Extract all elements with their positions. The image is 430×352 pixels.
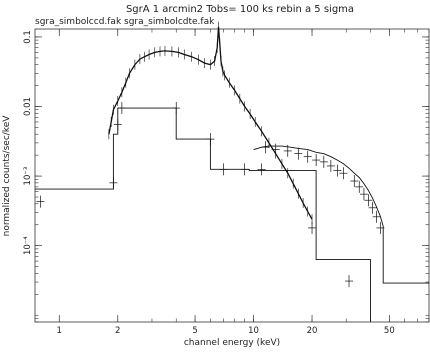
data-point — [339, 167, 348, 180]
plot-frame — [34, 28, 430, 323]
model-step-line-2 — [253, 145, 429, 284]
data-point — [172, 102, 181, 115]
x-tick-label: 5 — [192, 326, 197, 336]
data-point — [303, 150, 312, 163]
data-point — [364, 194, 373, 207]
y-axis-label: normalized counts/sec/keV — [2, 115, 12, 237]
x-tick-label: 20 — [307, 326, 318, 336]
y-tick-label: 0.01 — [23, 97, 33, 116]
y-tick-label: 10⁻³ — [23, 167, 33, 186]
data-point — [326, 159, 335, 172]
x-tick-label: 2 — [115, 326, 120, 336]
axis-ticks: 1 2 5 10 20 50 0.1 0.01 10⁻³ 10⁻⁴ — [23, 29, 430, 336]
data-point — [372, 210, 381, 223]
data-point — [113, 118, 122, 131]
data-point — [261, 141, 270, 154]
data-point — [283, 144, 292, 157]
x-tick-label: 50 — [384, 326, 395, 336]
data-point — [206, 133, 215, 146]
x-tick-label: 10 — [248, 326, 259, 336]
y-tick-label: 0.1 — [23, 30, 33, 44]
data-point — [345, 275, 354, 288]
data-point — [312, 154, 321, 167]
data-point — [109, 176, 118, 189]
data-point — [36, 195, 45, 208]
data-point — [333, 164, 342, 177]
data-point — [257, 163, 266, 176]
data-point — [294, 147, 303, 160]
data-point — [350, 175, 359, 188]
data-point — [240, 163, 249, 176]
x-axis-label: channel energy (keV) — [184, 338, 280, 348]
data-point — [359, 188, 368, 201]
data-point — [319, 155, 328, 168]
chart-subtitle: sgra_simbolccd.fak sgra_simbolcdte.fak — [35, 17, 215, 27]
data-point — [271, 143, 280, 156]
data-point — [308, 221, 317, 234]
spectrum-line — [108, 26, 313, 220]
data-point — [219, 163, 228, 176]
chart-title: SgrA 1 arcmin2 Tobs= 100 ks rebin a 5 si… — [126, 4, 354, 15]
data-point — [368, 201, 377, 214]
chart-marks — [35, 21, 429, 322]
y-tick-label: 10⁻⁴ — [23, 236, 33, 255]
data-point — [117, 102, 126, 115]
data-point — [355, 180, 364, 193]
data-point — [376, 221, 385, 234]
model-step-line-1 — [35, 107, 371, 322]
x-tick-label: 1 — [57, 326, 62, 336]
